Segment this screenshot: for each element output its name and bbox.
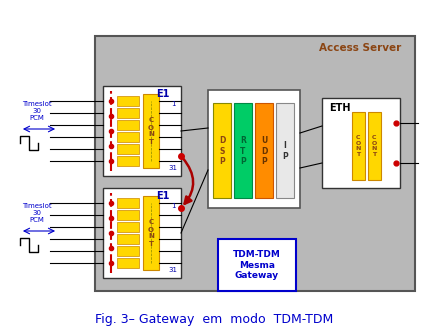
Text: E1: E1 xyxy=(156,191,170,201)
Text: C
O
N
T: C O N T xyxy=(148,118,154,144)
Bar xyxy=(234,103,252,198)
Bar xyxy=(352,112,365,180)
Text: R
T
P: R T P xyxy=(240,136,246,166)
Bar xyxy=(117,96,139,106)
Bar xyxy=(117,246,139,256)
Bar xyxy=(117,210,139,220)
Bar xyxy=(322,98,400,188)
Bar xyxy=(117,120,139,130)
Bar xyxy=(117,144,139,154)
Text: ETH: ETH xyxy=(329,103,351,113)
Text: 1: 1 xyxy=(171,203,175,209)
Text: Timeslot: Timeslot xyxy=(22,101,52,107)
Text: I
P: I P xyxy=(282,141,288,161)
Bar xyxy=(208,90,300,208)
Bar xyxy=(143,196,159,270)
Bar xyxy=(117,234,139,244)
Bar xyxy=(117,258,139,268)
Text: U
D
P: U D P xyxy=(261,136,267,166)
FancyArrowPatch shape xyxy=(183,158,193,204)
Text: C
O
N
T: C O N T xyxy=(355,135,361,157)
Text: C
O
N
T: C O N T xyxy=(148,219,154,247)
Bar xyxy=(95,36,415,291)
Bar xyxy=(103,86,181,176)
Bar xyxy=(213,103,231,198)
Text: Timeslot: Timeslot xyxy=(22,203,52,209)
Bar xyxy=(143,94,159,168)
Text: D
S
P: D S P xyxy=(219,136,225,166)
Text: 30: 30 xyxy=(33,108,42,114)
Bar xyxy=(368,112,381,180)
Bar xyxy=(117,156,139,166)
Text: 30: 30 xyxy=(33,210,42,216)
Text: TDM-TDM
Mesma
Gateway: TDM-TDM Mesma Gateway xyxy=(233,250,281,280)
Bar xyxy=(276,103,294,198)
Text: 31: 31 xyxy=(169,267,178,273)
Bar xyxy=(117,198,139,208)
Bar xyxy=(255,103,273,198)
Text: Fig. 3– Gateway  em  modo  TDM-TDM: Fig. 3– Gateway em modo TDM-TDM xyxy=(95,313,333,327)
Text: 31: 31 xyxy=(169,165,178,171)
Text: Access Server: Access Server xyxy=(319,43,401,53)
Text: E1: E1 xyxy=(156,89,170,99)
Bar xyxy=(218,239,296,291)
Bar xyxy=(117,222,139,232)
Text: C
O
N
T: C O N T xyxy=(372,135,377,157)
Bar xyxy=(117,108,139,118)
Text: 1: 1 xyxy=(171,101,175,107)
Bar xyxy=(117,132,139,142)
Bar xyxy=(103,188,181,278)
Text: PCM: PCM xyxy=(30,115,45,121)
Text: PCM: PCM xyxy=(30,217,45,223)
